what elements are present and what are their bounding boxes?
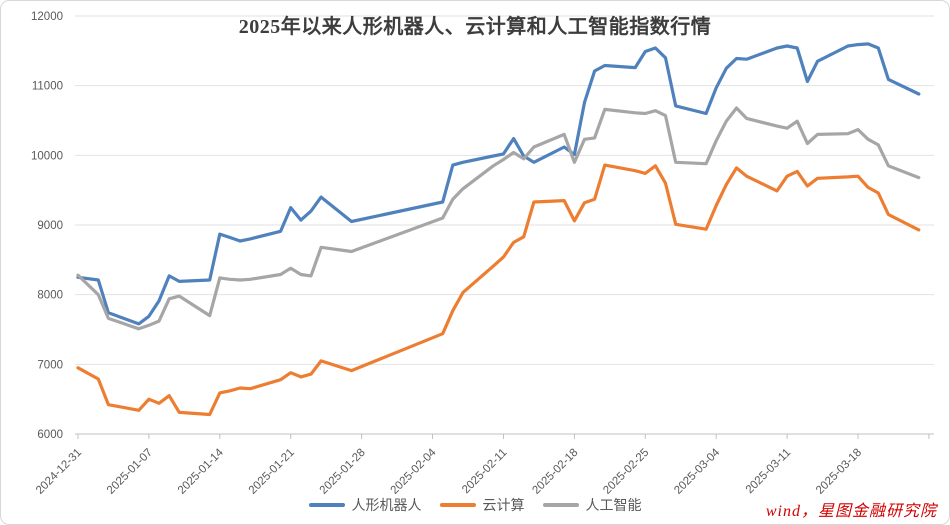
chart-legend: 人形机器人 云计算 人工智能 (1, 495, 949, 515)
legend-swatch-artificial-intelligence (542, 503, 579, 507)
x-axis-label: 2025-01-28 (318, 447, 368, 497)
legend-label-artificial-intelligence: 人工智能 (585, 497, 642, 513)
legend-item-humanoid-robot: 人形机器人 (308, 495, 422, 515)
legend-label-cloud-computing: 云计算 (482, 497, 525, 513)
y-axis-label: 12000 (31, 11, 63, 23)
legend-swatch-cloud-computing (439, 503, 476, 507)
y-axis-label: 10000 (31, 150, 63, 162)
legend-item-artificial-intelligence: 人工智能 (542, 495, 642, 515)
series-line-artificial-intelligence (76, 106, 921, 331)
y-axis-label: 6000 (37, 429, 63, 441)
series-line-humanoid-robot (76, 42, 921, 326)
x-axis-label: 2025-02-18 (530, 447, 580, 497)
x-axis-label: 2025-01-21 (247, 447, 297, 497)
x-axis-label: 2025-02-11 (460, 447, 509, 496)
x-axis-label: 2025-02-04 (389, 446, 440, 497)
x-axis-label: 2025-03-11 (744, 447, 793, 496)
x-axis-label: 2025-01-07 (105, 447, 155, 497)
legend-item-cloud-computing: 云计算 (439, 495, 525, 515)
y-axis-label: 7000 (37, 359, 63, 371)
chart-title: 2025年以来人形机器人、云计算和人工智能指数行情 (238, 16, 712, 38)
y-axis-label: 11000 (32, 81, 63, 93)
x-axis-label: 2025-01-14 (176, 446, 227, 497)
x-axis-label: 2025-02-25 (601, 447, 651, 497)
x-axis-label: 2025-03-18 (814, 447, 864, 497)
legend-swatch-humanoid-robot (308, 503, 345, 507)
series-line-cloud-computing (76, 163, 921, 417)
legend-label-humanoid-robot: 人形机器人 (351, 497, 422, 513)
x-axis-label: 2025-03-04 (672, 446, 723, 497)
x-axis-label: 2024-12-31 (34, 447, 84, 497)
y-axis-label: 9000 (37, 220, 63, 232)
source-note: wind，星图金融研究院 (765, 503, 937, 520)
y-axis-label: 8000 (37, 290, 63, 302)
